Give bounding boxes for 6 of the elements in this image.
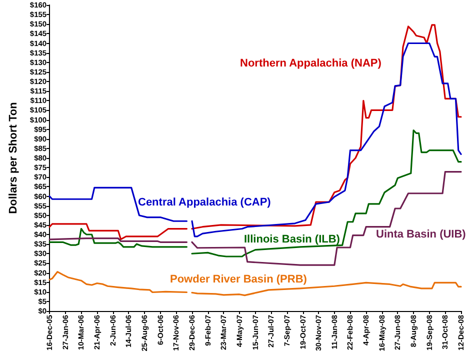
y-axis-title: Dollars per Short Ton — [8, 102, 20, 214]
series-label: Powder River Basin (PRB) — [170, 274, 308, 286]
series-label: Illinois Basin (ILB) — [244, 234, 340, 246]
series-label: Central Appalachia (CAP) — [138, 196, 272, 208]
series-label: Uinta Basin (UIB) — [376, 228, 466, 240]
series-label: Northern Appalachia (NAP) — [240, 58, 382, 70]
